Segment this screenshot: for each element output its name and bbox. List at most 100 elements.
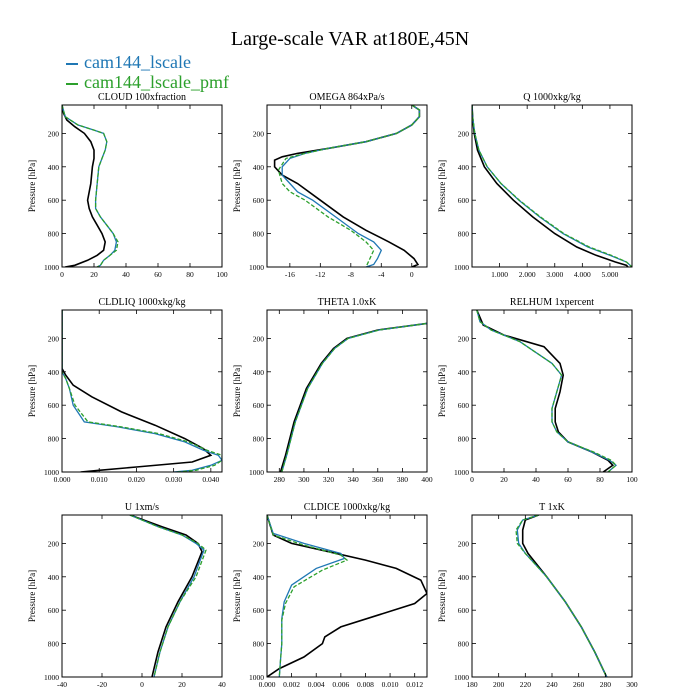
x-tick-label: 240 [546,680,558,689]
panel-title: Q 1000xkg/kg [523,92,581,103]
y-tick-label: 800 [458,640,470,649]
panel-title: RELHUM 1xpercent [510,297,594,308]
y-tick-label: 400 [48,573,60,582]
y-tick-label: 200 [48,539,60,548]
series-line-3 [129,515,207,677]
x-tick-label: 280 [274,475,286,484]
y-tick-label: 600 [48,401,60,410]
x-tick-label: 5.000 [601,270,618,279]
y-tick-label: 800 [253,230,265,239]
series-line-2 [516,515,608,677]
x-tick-label: 0 [410,270,414,279]
y-tick-label: 800 [48,640,60,649]
series-line-1 [273,105,421,267]
series-line-2 [129,515,205,677]
y-tick-label: 800 [48,230,60,239]
x-tick-label: 40 [532,475,540,484]
x-tick-label: 320 [323,475,335,484]
x-tick-label: 0.030 [165,475,182,484]
y-tick-label: 200 [253,539,265,548]
x-tick-label: 0.010 [382,680,399,689]
legend-label: cam144_lscale_pmf [84,72,229,92]
panel-title: THETA 1.0xK [318,297,377,308]
x-tick-label: 20 [500,475,508,484]
y-tick-label: 600 [48,196,60,205]
y-tick-label: 1000 [249,673,264,682]
chart-panel-7: U 1xm/s 200 400 600 800 1000-40 -20 0 20 40 Pressu… [27,502,226,689]
x-tick-label: 80 [186,270,194,279]
y-tick-label: 600 [253,401,265,410]
y-axis-label: Pressure [hPa] [27,570,37,622]
series-line-1 [476,310,615,472]
series-line-1 [129,515,203,677]
x-tick-label: 0 [140,680,144,689]
x-tick-label: -16 [285,270,295,279]
x-tick-label: 4.000 [574,270,591,279]
legend-line-green [66,82,78,85]
x-tick-label: 40 [218,680,226,689]
x-tick-label: -20 [97,680,107,689]
series-line-1 [279,322,427,472]
y-axis-label: Pressure [hPa] [437,160,447,212]
panel-frame [471,309,633,473]
legend-line-blue [66,62,78,65]
y-tick-label: 1000 [44,673,59,682]
panel-frame [266,309,428,473]
y-tick-label: 800 [253,435,265,444]
series-line-2 [472,105,632,267]
y-tick-label: 600 [253,196,265,205]
x-tick-label: 0.000 [54,475,71,484]
series-line-3 [281,322,427,472]
series-line-1 [62,310,213,472]
y-axis-label: Pressure [hPa] [232,160,242,212]
legend-item-lscale: cam144_lscale [66,52,191,72]
y-axis-label: Pressure [hPa] [27,160,37,212]
y-tick-label: 400 [253,163,265,172]
x-tick-label: 0.008 [357,680,374,689]
x-tick-label: 100 [216,270,228,279]
chart-panel-3: Q 1000xkg/kg 200 400 600 800 1000 1.000 2.000 3.… [437,92,633,279]
y-tick-label: 600 [458,606,470,615]
series-line-3 [62,105,119,267]
series-line-3 [62,310,222,472]
series-line-2 [62,310,222,472]
chart-panel-5: THETA 1.0xK 200 400 600 800 1000 280 300 320 340 3… [232,297,433,484]
y-tick-label: 400 [253,573,265,582]
series-line-1 [62,105,107,267]
x-tick-label: 0 [60,270,64,279]
series-line-1 [472,105,629,267]
y-tick-label: 800 [458,435,470,444]
x-tick-label: -12 [315,270,325,279]
x-tick-label: 400 [421,475,433,484]
x-tick-label: 1.000 [491,270,508,279]
y-axis-label: Pressure [hPa] [437,570,447,622]
y-axis-label: Pressure [hPa] [27,365,37,417]
y-tick-label: 1000 [454,673,469,682]
y-tick-label: 1000 [44,468,59,477]
series-line-2 [62,105,118,267]
y-tick-label: 600 [458,196,470,205]
panel-title: CLOUD 100xfraction [98,92,186,103]
x-tick-label: -40 [57,680,67,689]
y-tick-label: 400 [48,163,60,172]
y-tick-label: 200 [48,129,60,138]
x-tick-label: 3.000 [546,270,563,279]
panel-frame [471,104,633,268]
x-tick-label: 0.020 [128,475,145,484]
legend-item-lscale-pmf: cam144_lscale_pmf [66,72,229,92]
series-line-2 [281,105,421,267]
chart-panel-2: OMEGA 864xPa/s 200 400 600 800 1000 -16 -12 -8 -4… [232,92,428,279]
series-line-2 [267,515,346,677]
series-line-3 [472,105,632,267]
x-tick-label: 0 [470,475,474,484]
figure-title: Large-scale VAR at180E,45N [230,28,470,50]
legend-label: cam144_lscale [84,52,191,72]
y-tick-label: 400 [458,368,470,377]
panel-frame [471,514,633,678]
panel-title: U 1xm/s [125,502,159,513]
x-tick-label: 360 [372,475,384,484]
x-tick-label: 280 [600,680,612,689]
